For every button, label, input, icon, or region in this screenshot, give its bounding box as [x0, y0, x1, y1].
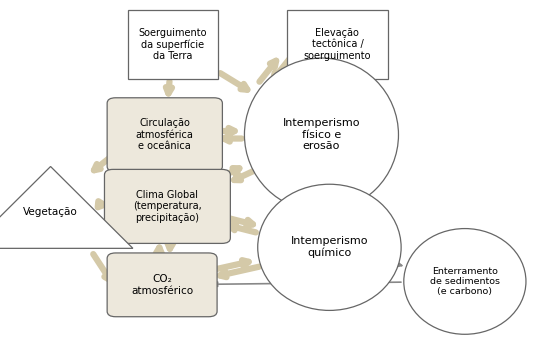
Ellipse shape — [244, 58, 398, 212]
FancyBboxPatch shape — [127, 10, 218, 79]
Text: Intemperismo
físico e
erosão: Intemperismo físico e erosão — [283, 118, 360, 151]
Polygon shape — [0, 166, 133, 248]
Ellipse shape — [404, 229, 526, 334]
Text: Enterramento
de sedimentos
(e carbono): Enterramento de sedimentos (e carbono) — [430, 267, 500, 296]
Text: Vegetação: Vegetação — [23, 206, 78, 216]
Text: Clima Global
(temperatura,
precipitação): Clima Global (temperatura, precipitação) — [133, 190, 202, 223]
Ellipse shape — [258, 184, 401, 310]
Text: Circulação
atmosférica
e oceânica: Circulação atmosférica e oceânica — [136, 118, 193, 151]
FancyBboxPatch shape — [105, 169, 230, 243]
Text: Intemperismo
químico: Intemperismo químico — [291, 236, 368, 259]
FancyBboxPatch shape — [287, 10, 388, 79]
FancyBboxPatch shape — [107, 98, 222, 172]
Text: Soerguimento
da superfície
da Terra: Soerguimento da superfície da Terra — [139, 27, 207, 61]
Text: Elevação
tectônica /
soerguimento: Elevação tectônica / soerguimento — [304, 28, 371, 61]
Text: CO₂
atmosférico: CO₂ atmosférico — [131, 274, 193, 296]
FancyBboxPatch shape — [107, 253, 217, 317]
